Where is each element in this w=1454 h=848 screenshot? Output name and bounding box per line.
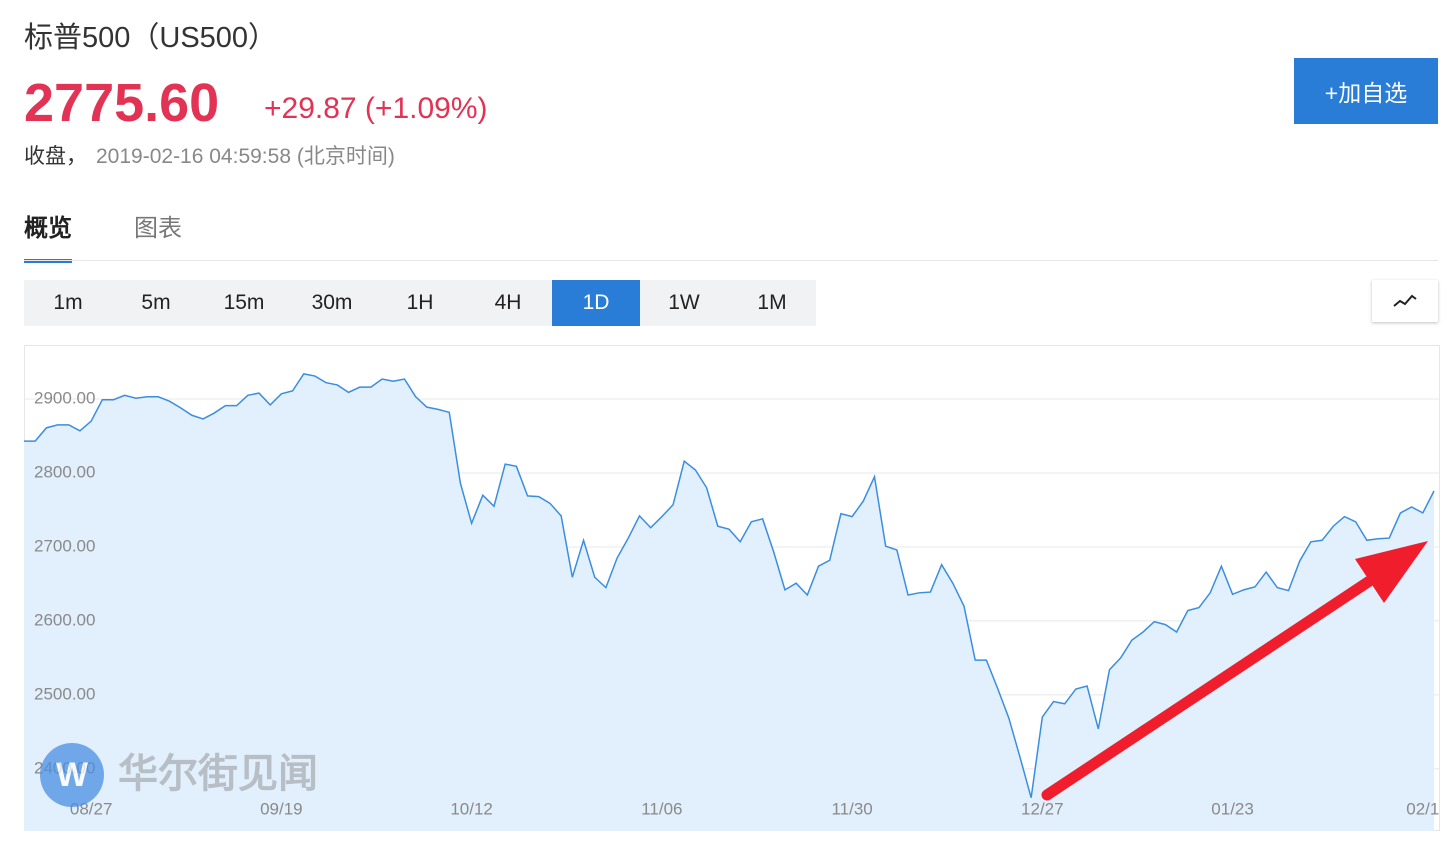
watermark-logo [40,743,104,807]
interval-button[interactable]: 1H [376,280,464,326]
y-tick-label: 2700.00 [34,536,95,555]
y-tick-label: 2900.00 [34,388,95,407]
arrow-shaft [1041,572,1380,801]
price-change: +29.87 (+1.09%) [264,92,488,125]
chart-style-button[interactable] [1372,280,1438,322]
y-tick-label: 2500.00 [34,684,95,703]
chart: 2400.002500.002600.002700.002800.002900.… [24,345,1440,831]
annotation-arrow [1041,541,1428,801]
title: 标普500（US500） [24,22,278,54]
tab[interactable]: 概览 [24,208,72,263]
x-tick-label: 11/06 [641,799,682,818]
interval-button[interactable]: 1m [24,280,112,326]
separator [24,260,1438,261]
x-tick-label: 11/30 [831,799,872,818]
interval-button[interactable]: 1W [640,280,728,326]
interval-button[interactable]: 5m [112,280,200,326]
market-status: 收盘， [24,145,87,168]
tab[interactable]: 图表 [134,215,182,242]
add-watchlist-button[interactable]: +加自选 [1294,58,1438,124]
price: 2775.60 [24,73,220,133]
watermark-text: 华尔街见闻 [118,750,318,797]
arrow-head [1355,541,1428,603]
watermark: W 华尔街见闻 [40,743,318,807]
watermark-logo-letter: W [56,756,89,794]
x-tick-label: 01/23 [1211,799,1254,818]
interval-button[interactable]: 4H [464,280,552,326]
x-tick-label: 12/27 [1021,799,1064,818]
line [24,373,1435,798]
tabs: 概览 图表 [24,208,182,263]
interval-button[interactable]: 30m [288,280,376,326]
x-tick-label: 02/1 [1406,799,1439,818]
x-tick-label: 09/19 [260,799,303,818]
interval-bar: 1m 5m 15m 30m 1H 4H 1D 1W 1M [24,280,816,326]
timestamp: 2019-02-16 04:59:58 (北京时间) [96,145,395,168]
y-tick-label: 2800.00 [34,462,95,481]
line-icon [1393,294,1417,307]
x-tick-label: 10/12 [450,799,493,818]
interval-button[interactable]: 1M [728,280,816,326]
y-tick-label: 2600.00 [34,610,95,629]
area [24,373,1434,831]
interval-button[interactable]: 15m [200,280,288,326]
interval-button[interactable]: 1D [552,280,640,326]
